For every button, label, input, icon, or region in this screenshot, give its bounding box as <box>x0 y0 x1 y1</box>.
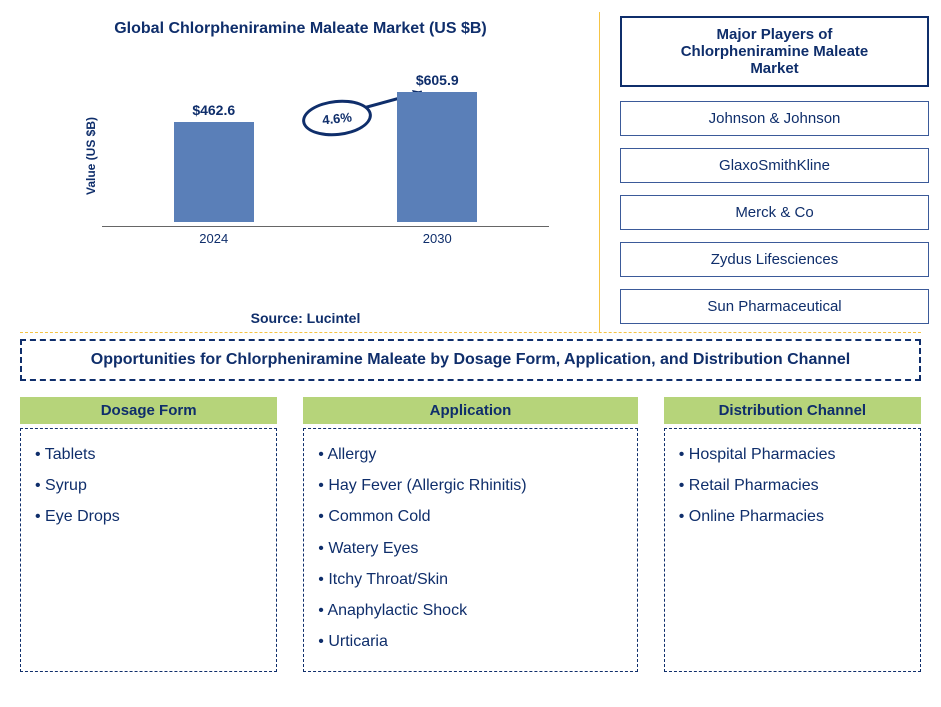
opportunity-column: Application AllergyHay Fever (Allergic Rh… <box>303 397 637 672</box>
bar-group: $605.9 <box>382 72 492 222</box>
bar-group: $462.6 <box>159 102 269 222</box>
y-axis-label: Value (US $B) <box>84 117 98 195</box>
list-item: Hospital Pharmacies <box>679 439 906 470</box>
column-header: Dosage Form <box>20 397 277 424</box>
list-item: Itchy Throat/Skin <box>318 564 622 595</box>
player-item: Zydus Lifesciences <box>620 242 929 277</box>
players-panel: Major Players of Chlorpheniramine Maleat… <box>599 12 929 332</box>
list-item: Watery Eyes <box>318 533 622 564</box>
list-item: Tablets <box>35 439 262 470</box>
list-item: Online Pharmacies <box>679 501 906 532</box>
opportunity-column: Distribution Channel Hospital PharmaciesR… <box>664 397 921 672</box>
players-header: Major Players of Chlorpheniramine Maleat… <box>620 16 929 87</box>
players-header-l2: Chlorpheniramine Maleate <box>681 43 869 60</box>
players-header-l1: Major Players of <box>717 26 833 43</box>
column-header: Application <box>303 397 637 424</box>
opportunities-header: Opportunities for Chlorpheniramine Malea… <box>20 339 921 381</box>
x-axis-tick: 2030 <box>382 227 492 246</box>
bar <box>174 122 254 222</box>
list-item: Eye Drops <box>35 501 262 532</box>
player-item: Merck & Co <box>620 195 929 230</box>
list-item: Urticaria <box>318 626 622 657</box>
list-item: Retail Pharmacies <box>679 470 906 501</box>
column-body: TabletsSyrupEye Drops <box>20 428 277 672</box>
chart-panel: Global Chlorpheniramine Maleate Market (… <box>12 12 599 332</box>
list-item: Allergy <box>318 439 622 470</box>
list-item: Syrup <box>35 470 262 501</box>
list-item: Anaphylactic Shock <box>318 595 622 626</box>
column-body: AllergyHay Fever (Allergic Rhinitis)Comm… <box>303 428 637 672</box>
list-item: Hay Fever (Allergic Rhinitis) <box>318 470 622 501</box>
opportunities-section: Opportunities for Chlorpheniramine Malea… <box>12 339 929 672</box>
x-axis-tick: 2024 <box>159 227 269 246</box>
bar-value-label: $462.6 <box>192 102 235 118</box>
column-body: Hospital PharmaciesRetail PharmaciesOnli… <box>664 428 921 672</box>
list-item: Common Cold <box>318 501 622 532</box>
bar-chart: Value (US $B) 4.6% $462.6$605.9 20242030 <box>102 66 549 246</box>
bar <box>397 92 477 222</box>
section-divider <box>20 332 921 333</box>
player-item: Johnson & Johnson <box>620 101 929 136</box>
players-header-l3: Market <box>750 60 798 77</box>
column-header: Distribution Channel <box>664 397 921 424</box>
chart-title: Global Chlorpheniramine Maleate Market (… <box>22 20 579 38</box>
source-label: Source: Lucintel <box>251 310 361 326</box>
bar-value-label: $605.9 <box>416 72 459 88</box>
player-item: Sun Pharmaceutical <box>620 289 929 324</box>
opportunity-column: Dosage Form TabletsSyrupEye Drops <box>20 397 277 672</box>
player-item: GlaxoSmithKline <box>620 148 929 183</box>
